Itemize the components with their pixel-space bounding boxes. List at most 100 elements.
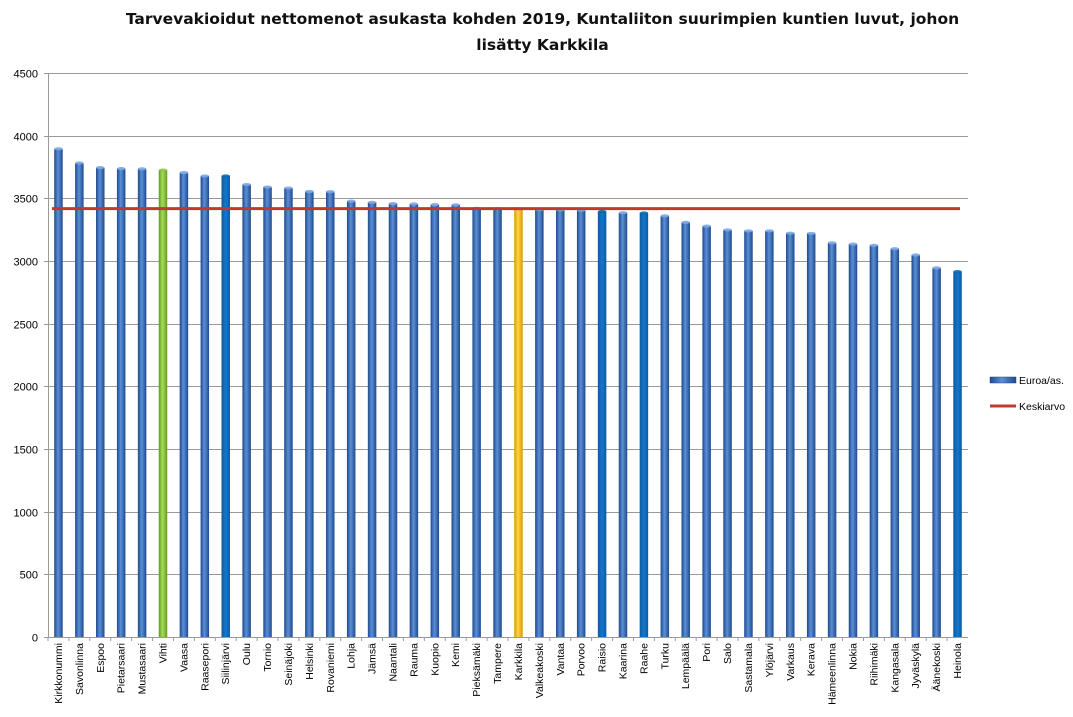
bar-cap (137, 167, 147, 171)
x-tick-label: Jämsä (367, 643, 379, 674)
x-tick-label: Sastamala (743, 643, 755, 693)
x-tick-label: Ylöjärvi (764, 643, 776, 677)
bar (702, 224, 711, 637)
x-tick-label: Kemi (450, 643, 462, 667)
x-tick-label: Valkeakoski (534, 643, 546, 698)
bar (514, 207, 523, 637)
x-tick-label: Lohja (346, 643, 358, 669)
x-tick-label: Turku (659, 643, 671, 670)
bar (472, 206, 481, 638)
y-tick-label: 0 (32, 633, 38, 645)
bar-cap (597, 209, 607, 214)
x-tick-label: Nokia (848, 643, 860, 670)
bar (367, 200, 377, 637)
bar-body (702, 226, 711, 637)
bar-cap (827, 241, 837, 245)
bar (346, 199, 356, 637)
legend-swatch-bar (989, 376, 1017, 384)
bar-body (284, 188, 293, 637)
bar (744, 229, 753, 638)
bar-body (932, 267, 941, 637)
bar (576, 208, 586, 638)
bar (96, 166, 105, 638)
bar (597, 209, 607, 637)
chart-title: Tarvevakioidut nettomenot asukasta kohde… (0, 6, 1073, 58)
y-tick-label: 2500 (14, 320, 38, 332)
bar-cap (242, 182, 251, 187)
bar (660, 214, 670, 637)
y-tick-label: 1500 (14, 445, 38, 457)
bar-body (116, 168, 126, 637)
x-tick-label: Heinola (952, 643, 964, 679)
bar (639, 211, 649, 638)
legend-label: Euroa/as. (1019, 375, 1064, 387)
bar-body (848, 244, 858, 637)
x-tick-label: Jyväskylä (910, 643, 922, 689)
x-tick-label: Helsinki (304, 643, 316, 680)
bar-body (618, 212, 628, 637)
bar-body (430, 204, 440, 637)
bar-cap (890, 247, 900, 251)
bar-cap (765, 229, 774, 233)
bar-cap (263, 185, 272, 189)
x-tick-label: Kerava (806, 643, 818, 676)
bar (765, 229, 774, 638)
y-tick-label: 4500 (14, 69, 38, 81)
bar-body (827, 242, 837, 637)
bar-cap (116, 167, 126, 171)
bar (158, 168, 168, 637)
bar-cap (806, 231, 816, 236)
bar (242, 182, 251, 637)
bar-body (556, 209, 565, 637)
x-tick-label: Mustasaari (137, 643, 149, 694)
bar-body (890, 248, 900, 637)
bar (430, 203, 440, 637)
bar-body (409, 203, 419, 637)
bar-cap (179, 171, 189, 175)
bar-cap (639, 211, 649, 215)
bar-body (388, 203, 398, 637)
legend-item-euroa: Euroa/as. (989, 375, 1064, 387)
bar-body (639, 212, 649, 638)
x-tick-label: Hämeenlinna (827, 643, 839, 705)
bar-body (869, 245, 879, 638)
bar-cap (681, 220, 690, 224)
bar-body (681, 222, 690, 637)
x-tick-label: Kuopio (429, 643, 441, 676)
bar (54, 147, 63, 637)
bar-cap (388, 201, 398, 206)
x-tick-label: Espoo (95, 643, 107, 673)
bar-body (806, 233, 816, 637)
y-tick-label: 2000 (14, 382, 38, 394)
bar-cap (54, 147, 63, 151)
bar-body (744, 230, 753, 638)
bar (556, 208, 565, 637)
bar-body (179, 172, 189, 637)
x-tick-label: Porvoo (576, 643, 588, 676)
x-tick-label: Rauma (408, 643, 420, 677)
x-tick-label: Salo (722, 643, 734, 664)
x-tick-label: Vihti (158, 643, 170, 663)
bar-body (451, 204, 460, 638)
legend-label: Keskiarvo (1019, 401, 1065, 413)
bar-cap (75, 161, 84, 165)
bar (932, 266, 941, 637)
bar-body (514, 208, 523, 637)
bar-cap (96, 166, 105, 170)
bar-body (200, 176, 210, 638)
bar-cap (848, 242, 858, 246)
x-tick-label: Raisio (597, 643, 609, 672)
bar (284, 186, 293, 637)
x-tick-label: Pieksämäki (471, 643, 483, 697)
legend-item-keskiarvo: Keskiarvo (990, 401, 1065, 413)
y-tick-label: 4000 (14, 132, 38, 144)
bar (869, 243, 879, 638)
bar (890, 247, 900, 637)
bar-body (493, 208, 502, 638)
bar (618, 211, 628, 637)
bar (116, 167, 126, 637)
bar-body (263, 187, 272, 637)
bar-cap (786, 231, 795, 235)
bar (263, 185, 272, 637)
